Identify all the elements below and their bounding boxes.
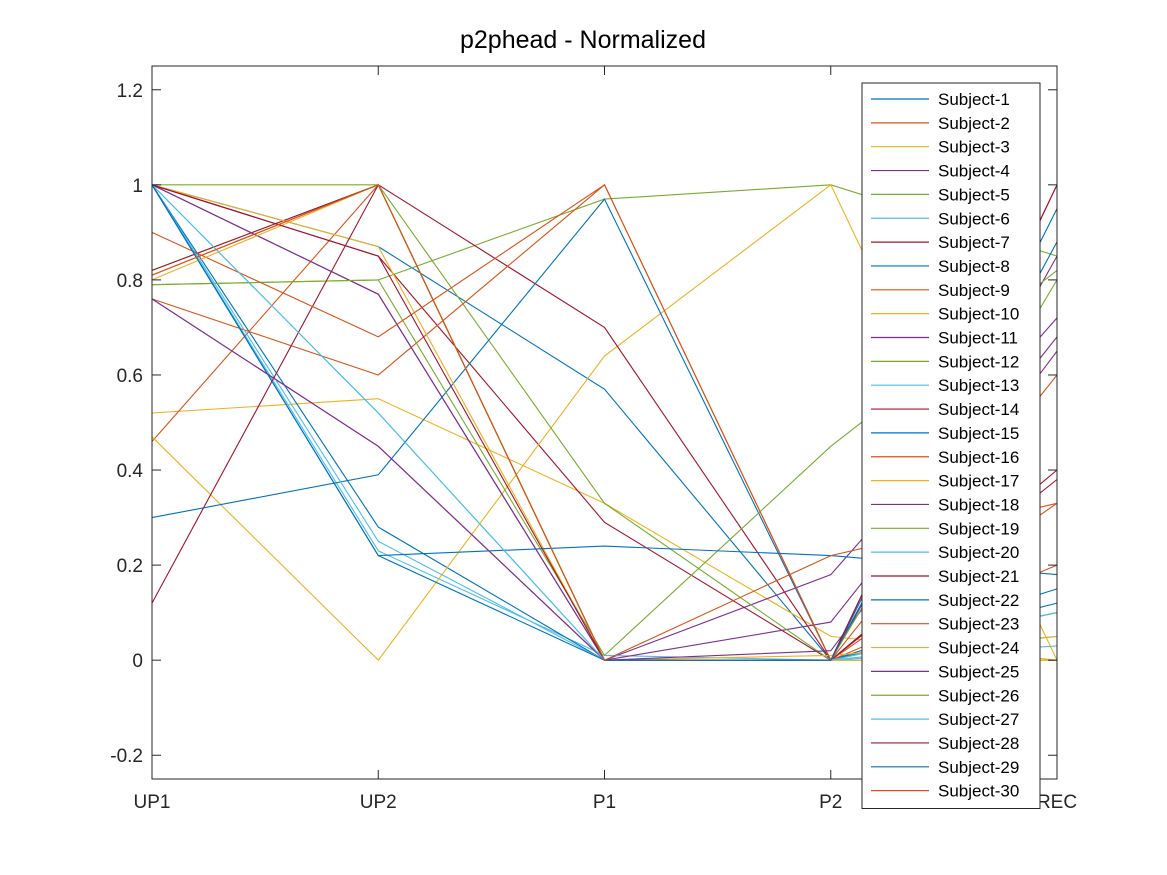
x-tick-label: UP1 [134,792,171,813]
legend-label-24: Subject-24 [938,639,1019,658]
x-tick-label: UP2 [360,792,397,813]
y-tick-label: 0 [132,651,143,672]
legend-label-29: Subject-29 [938,758,1019,777]
y-tick-label: 0.2 [117,556,143,577]
legend-label-9: Subject-9 [938,281,1010,300]
legend-label-8: Subject-8 [938,257,1010,276]
y-tick-label: 0.6 [117,366,143,387]
legend-label-10: Subject-10 [938,305,1019,324]
y-tick-label: 0.8 [117,271,143,292]
legend-label-13: Subject-13 [938,376,1019,395]
legend-label-16: Subject-16 [938,448,1019,467]
legend-label-11: Subject-11 [938,329,1018,348]
legend-label-5: Subject-5 [938,185,1010,204]
legend-label-30: Subject-30 [938,782,1019,801]
axes: -0.2 0 0.2 0.4 0.6 0.8 1 1.2 UP1 UP2 P1 P2 REC [110,65,1077,813]
legend-label-7: Subject-7 [938,233,1010,252]
y-tick-label: 1.2 [117,81,143,102]
legend-label-3: Subject-3 [938,138,1010,157]
y-tick-label: 1 [132,176,143,197]
x-tick-label: REC [1037,792,1077,813]
legend-label-15: Subject-15 [938,424,1019,443]
x-tick-label: P1 [593,792,616,813]
legend-label-18: Subject-18 [938,495,1019,514]
legend-label-4: Subject-4 [938,162,1010,181]
y-tick-label: 0.4 [117,461,144,482]
legend-label-19: Subject-19 [938,519,1019,538]
legend-label-27: Subject-27 [938,710,1019,729]
legend-label-23: Subject-23 [938,615,1019,634]
chart-title: p2phead - Normalized [460,26,706,54]
legend-box [861,82,1041,809]
x-tick-label: P2 [819,792,842,813]
legend-label-17: Subject-17 [938,472,1019,491]
legend-label-28: Subject-28 [938,734,1019,753]
legend: Subject-1 Subject-2 Subject-3 Subject-4 Subj… [861,82,1041,809]
legend-label-26: Subject-26 [938,686,1019,705]
legend-label-21: Subject-21 [938,567,1019,586]
legend-label-12: Subject-12 [938,352,1019,371]
legend-label-22: Subject-22 [938,591,1019,610]
legend-label-1: Subject-1 [938,90,1010,109]
legend-label-6: Subject-6 [938,209,1010,228]
y-tick-label: -0.2 [110,746,143,767]
legend-label-14: Subject-14 [938,400,1019,419]
legend-label-25: Subject-25 [938,662,1019,681]
legend-label-2: Subject-2 [938,114,1010,133]
legend-label-20: Subject-20 [938,543,1019,562]
